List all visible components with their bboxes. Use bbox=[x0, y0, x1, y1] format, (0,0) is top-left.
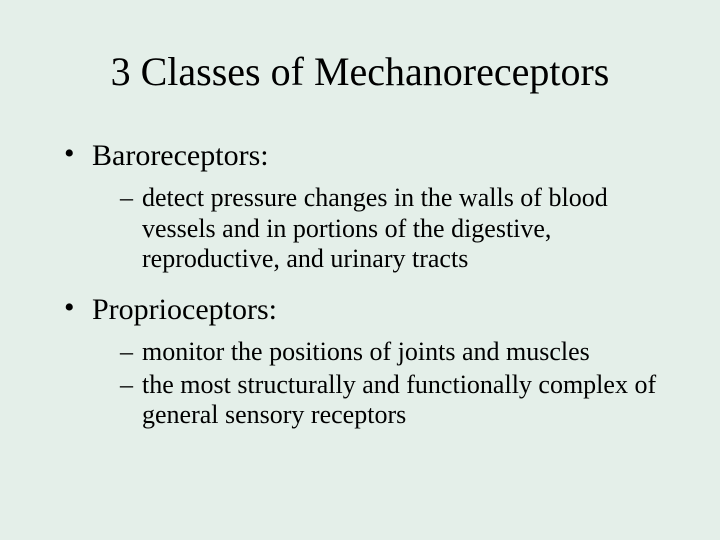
list-item: Proprioceptors: monitor the positions of… bbox=[64, 293, 684, 431]
sub-bullet-list: monitor the positions of joints and musc… bbox=[92, 337, 684, 431]
slide-title: 3 Classes of Mechanoreceptors bbox=[36, 48, 684, 95]
bullet-label: Proprioceptors: bbox=[92, 293, 277, 326]
list-item: Baroreceptors: detect pressure changes i… bbox=[64, 139, 684, 275]
sub-list-item: detect pressure changes in the walls of … bbox=[120, 183, 684, 275]
bullet-list: Baroreceptors: detect pressure changes i… bbox=[36, 139, 684, 431]
sub-list-item: monitor the positions of joints and musc… bbox=[120, 337, 684, 368]
bullet-label: Baroreceptors: bbox=[92, 139, 269, 172]
sub-list-item: the most structurally and functionally c… bbox=[120, 370, 684, 431]
sub-bullet-list: detect pressure changes in the walls of … bbox=[92, 183, 684, 275]
